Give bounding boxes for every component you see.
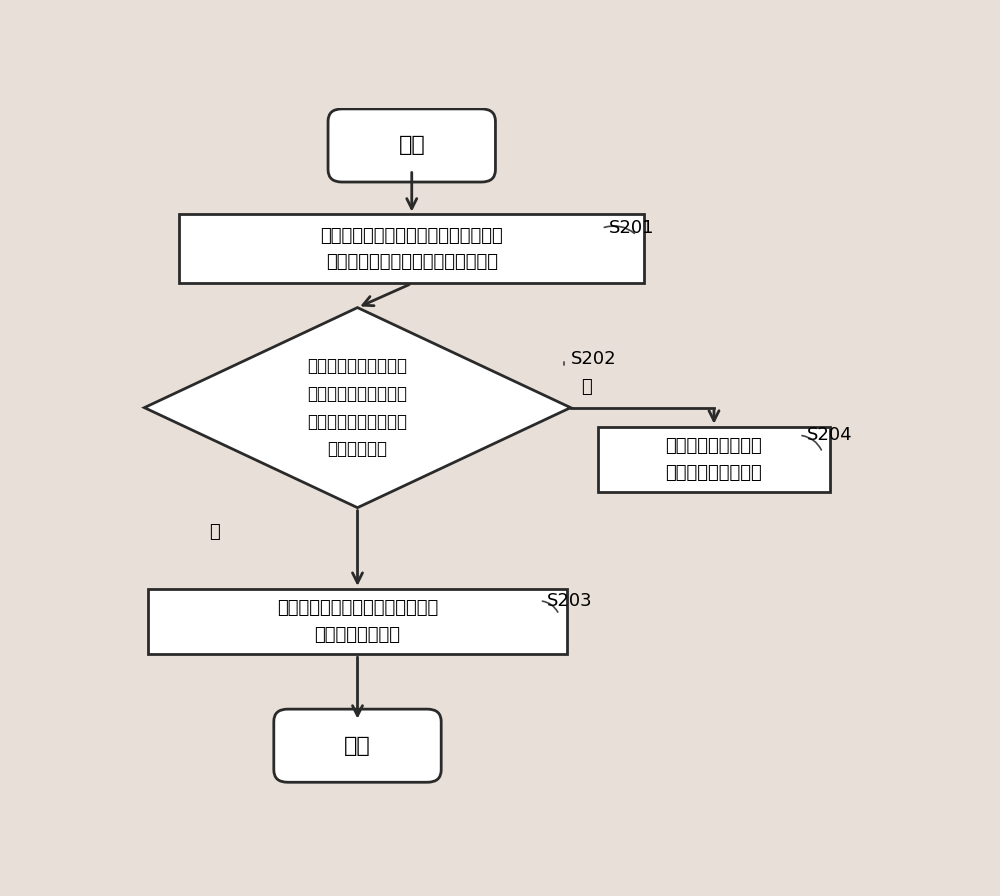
FancyBboxPatch shape bbox=[328, 109, 495, 182]
Text: S204: S204 bbox=[807, 426, 853, 444]
Bar bbox=[598, 426, 830, 492]
Text: 检测当前用户在指纹录入位置的触摸操
作，采集该触摸操作包含的指纹信息: 检测当前用户在指纹录入位置的触摸操 作，采集该触摸操作包含的指纹信息 bbox=[320, 227, 503, 271]
Bar bbox=[179, 214, 644, 283]
Text: 判断该触摸操作包含的
指纹信息与待启动的摄
像头模式预先设置指纹
信息是否匹配: 判断该触摸操作包含的 指纹信息与待启动的摄 像头模式预先设置指纹 信息是否匹配 bbox=[308, 357, 408, 459]
Text: 启动该指纹对应的的摄像头模式，
显示场景应用界面: 启动该指纹对应的的摄像头模式， 显示场景应用界面 bbox=[277, 599, 438, 643]
Polygon shape bbox=[144, 307, 571, 508]
FancyBboxPatch shape bbox=[274, 709, 441, 782]
Text: 开始: 开始 bbox=[398, 135, 425, 156]
Text: 否: 否 bbox=[581, 378, 592, 396]
Text: 是: 是 bbox=[209, 523, 220, 541]
Text: 结束: 结束 bbox=[344, 736, 371, 755]
Text: S201: S201 bbox=[609, 220, 655, 237]
Text: S202: S202 bbox=[571, 350, 616, 368]
Bar bbox=[148, 589, 567, 654]
Text: S203: S203 bbox=[547, 592, 593, 610]
Text: 直接点亮屏幕，显示
指纹输入错误，结束: 直接点亮屏幕，显示 指纹输入错误，结束 bbox=[666, 437, 762, 481]
